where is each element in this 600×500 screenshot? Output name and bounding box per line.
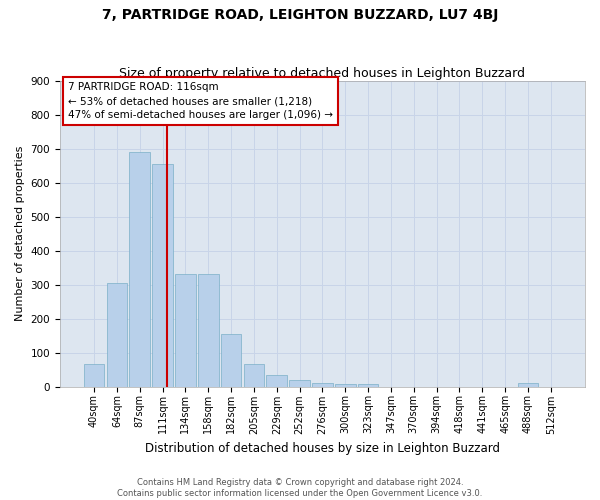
Bar <box>84 364 104 386</box>
Text: Contains HM Land Registry data © Crown copyright and database right 2024.
Contai: Contains HM Land Registry data © Crown c… <box>118 478 482 498</box>
Bar <box>312 383 333 386</box>
Text: 7 PARTRIDGE ROAD: 116sqm
← 53% of detached houses are smaller (1,218)
47% of sem: 7 PARTRIDGE ROAD: 116sqm ← 53% of detach… <box>68 82 333 120</box>
Bar <box>358 384 379 386</box>
Bar <box>130 152 150 386</box>
Bar <box>152 164 173 386</box>
Bar <box>175 274 196 386</box>
Bar <box>221 334 241 386</box>
Bar <box>335 384 356 386</box>
Bar <box>244 364 264 386</box>
Text: 7, PARTRIDGE ROAD, LEIGHTON BUZZARD, LU7 4BJ: 7, PARTRIDGE ROAD, LEIGHTON BUZZARD, LU7… <box>102 8 498 22</box>
Bar <box>198 274 218 386</box>
Y-axis label: Number of detached properties: Number of detached properties <box>15 146 25 322</box>
X-axis label: Distribution of detached houses by size in Leighton Buzzard: Distribution of detached houses by size … <box>145 442 500 455</box>
Bar <box>107 283 127 387</box>
Bar <box>518 383 538 386</box>
Title: Size of property relative to detached houses in Leighton Buzzard: Size of property relative to detached ho… <box>119 66 526 80</box>
Bar <box>289 380 310 386</box>
Bar <box>266 374 287 386</box>
